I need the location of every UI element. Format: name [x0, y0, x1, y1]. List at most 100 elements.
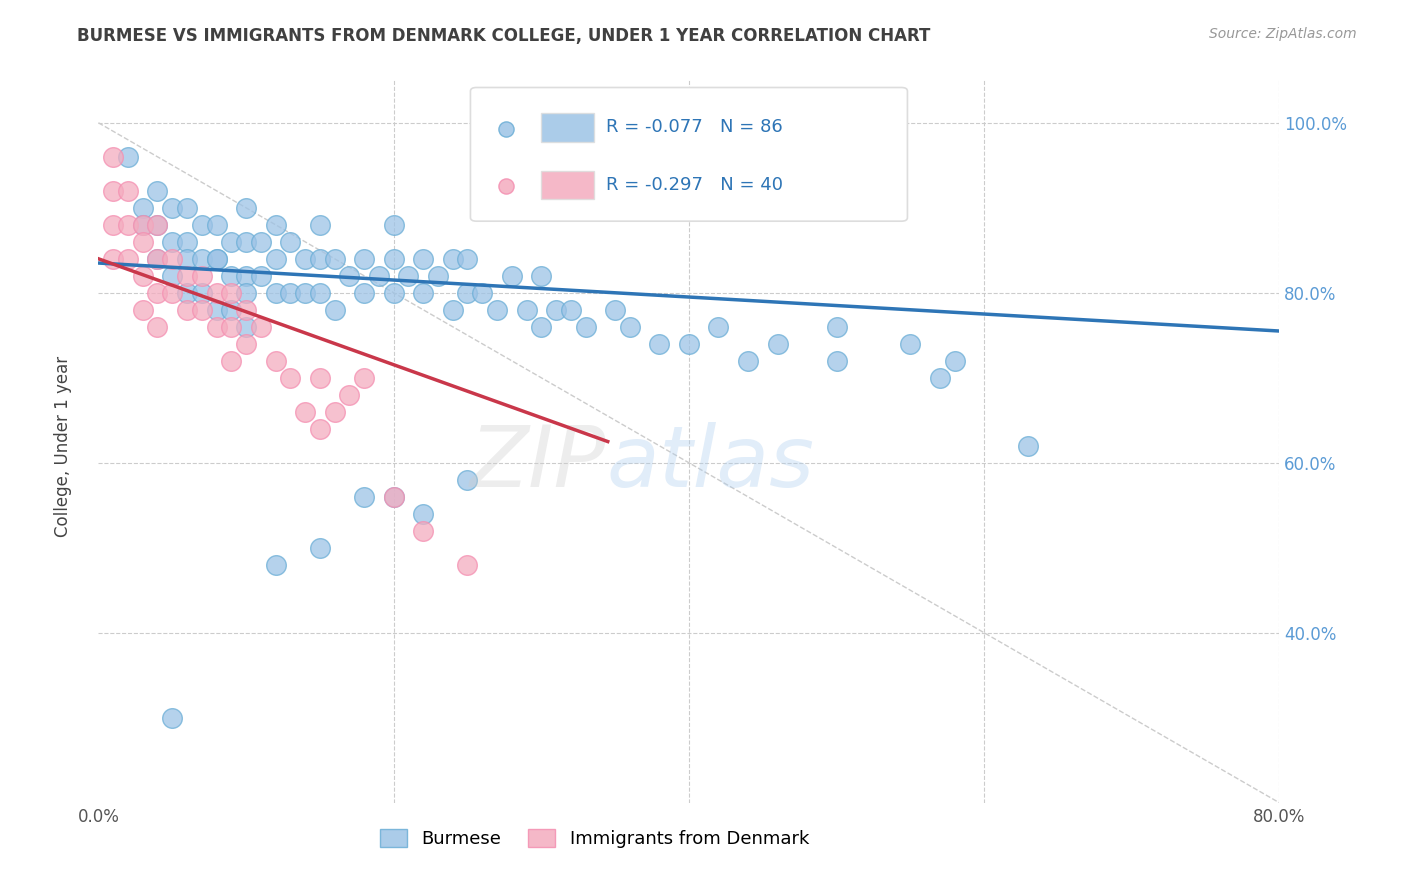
Point [221, 353, 243, 368]
Point [221, 285, 243, 300]
Point [162, 711, 183, 725]
Point [825, 319, 848, 334]
Point [560, 302, 582, 317]
Text: R = -0.297   N = 40: R = -0.297 N = 40 [606, 176, 783, 194]
Point [323, 302, 346, 317]
Point [368, 268, 391, 283]
FancyBboxPatch shape [471, 87, 907, 221]
FancyBboxPatch shape [541, 112, 595, 142]
Point [146, 319, 169, 334]
Point [457, 252, 479, 266]
Point [264, 252, 287, 266]
Point [146, 252, 169, 266]
Point [339, 268, 361, 283]
Point [457, 285, 479, 300]
Point [280, 235, 302, 249]
Point [412, 252, 434, 266]
Point [427, 268, 450, 283]
Point [546, 302, 568, 317]
Point [191, 285, 214, 300]
Point [766, 336, 789, 351]
Point [382, 218, 405, 232]
Point [412, 524, 434, 538]
Point [205, 319, 228, 334]
Point [221, 319, 243, 334]
Point [191, 218, 214, 232]
Point [176, 235, 198, 249]
Point [471, 285, 494, 300]
Point [176, 268, 198, 283]
Point [235, 201, 257, 215]
Point [280, 371, 302, 385]
Point [103, 184, 125, 198]
Point [162, 285, 183, 300]
Point [596, 241, 619, 255]
Point [235, 319, 257, 334]
Point [205, 285, 228, 300]
Text: R = -0.077   N = 86: R = -0.077 N = 86 [606, 119, 783, 136]
Point [441, 252, 464, 266]
Point [309, 541, 332, 555]
Point [205, 252, 228, 266]
Point [929, 371, 952, 385]
Point [264, 353, 287, 368]
Point [103, 252, 125, 266]
Point [264, 218, 287, 232]
Point [221, 268, 243, 283]
Point [103, 150, 125, 164]
Point [191, 252, 214, 266]
Point [737, 353, 759, 368]
Point [162, 252, 183, 266]
Text: Source: ZipAtlas.com: Source: ZipAtlas.com [1209, 27, 1357, 41]
Point [146, 184, 169, 198]
Point [309, 371, 332, 385]
Point [412, 507, 434, 521]
Point [162, 235, 183, 249]
Point [176, 252, 198, 266]
Point [1018, 439, 1040, 453]
Point [250, 268, 273, 283]
Point [280, 285, 302, 300]
Point [132, 268, 155, 283]
Point [162, 201, 183, 215]
Point [530, 319, 553, 334]
Point [309, 218, 332, 232]
Point [619, 319, 641, 334]
Point [205, 302, 228, 317]
Point [132, 218, 155, 232]
Point [176, 285, 198, 300]
Point [250, 319, 273, 334]
Point [943, 353, 966, 368]
Point [235, 336, 257, 351]
Point [235, 302, 257, 317]
Point [825, 353, 848, 368]
Point [457, 473, 479, 487]
Point [353, 252, 375, 266]
Point [678, 336, 700, 351]
Point [132, 201, 155, 215]
Point [339, 388, 361, 402]
Point [162, 268, 183, 283]
Point [486, 302, 509, 317]
Point [221, 235, 243, 249]
Point [353, 371, 375, 385]
Point [648, 336, 671, 351]
Point [309, 422, 332, 436]
Point [575, 319, 598, 334]
Point [516, 302, 538, 317]
Point [235, 285, 257, 300]
Point [146, 285, 169, 300]
Point [382, 285, 405, 300]
Point [309, 285, 332, 300]
Point [205, 218, 228, 232]
Point [382, 490, 405, 504]
Point [117, 184, 139, 198]
Point [191, 268, 214, 283]
Point [457, 558, 479, 572]
Text: atlas: atlas [606, 422, 814, 505]
Point [707, 319, 730, 334]
Point [103, 218, 125, 232]
Point [264, 558, 287, 572]
Point [294, 252, 316, 266]
Point [117, 150, 139, 164]
